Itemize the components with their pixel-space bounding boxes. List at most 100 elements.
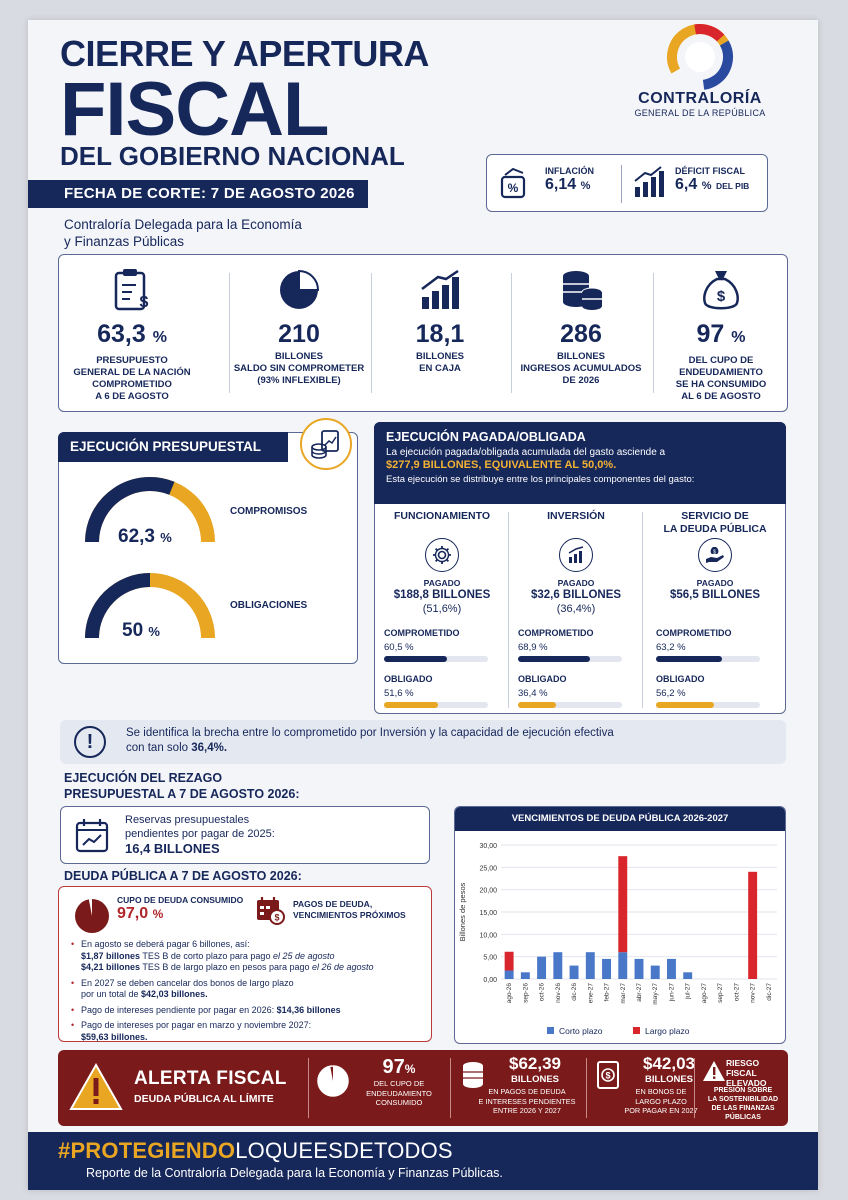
bullet-item: • Pago de intereses por pagar en marzo y … bbox=[71, 1020, 312, 1030]
hashtag-bold: PROTEGIENDO bbox=[70, 1138, 236, 1163]
brecha-line1: Se identifica la brecha entre lo comprom… bbox=[126, 727, 614, 739]
inflation-unit: % bbox=[580, 180, 591, 192]
pagado-value: $32,6 BILLONES bbox=[530, 589, 622, 601]
y-tick-label: 30,00 bbox=[479, 843, 497, 850]
pagado-label: PAGADO bbox=[696, 578, 734, 588]
legend-swatch bbox=[547, 1027, 554, 1034]
footer: #PROTEGIENDOLOQUEESDETODOS Reporte de la… bbox=[28, 1132, 818, 1190]
alerta-label-line: LARGO PLAZO bbox=[635, 1096, 687, 1106]
gauge-obligaciones-label: OBLIGACIONES bbox=[230, 600, 308, 611]
pie-97-icon bbox=[316, 1064, 350, 1103]
comprometido-value: 60,5 % bbox=[384, 642, 414, 653]
date-bar: FECHA DE CORTE: 7 DE AGOSTO 2026 bbox=[28, 180, 368, 208]
obligado-bar-fill bbox=[656, 702, 715, 708]
alerta-label-line: DE LAS FINANZAS bbox=[711, 1105, 775, 1112]
bullet-item: • En 2027 se deben cancelar dos bonos de … bbox=[71, 977, 294, 988]
comprometido-bar bbox=[656, 656, 760, 662]
alerta-label-line: EN PAGOS DE DEUDA bbox=[488, 1087, 566, 1096]
bullet-bold: $42,03 billones. bbox=[141, 989, 208, 999]
column-heading: FUNCIONAMIENTO bbox=[393, 510, 491, 522]
growth-bars-icon bbox=[371, 265, 509, 315]
stat-value: 210 bbox=[278, 320, 320, 348]
pagada-column-deuda: SERVICIO DE LA DEUDA PÚBLICA $ PAGADO $56… bbox=[648, 510, 782, 708]
pie-chart-icon bbox=[229, 265, 369, 315]
y-tick-label: 0,00 bbox=[483, 977, 497, 984]
deuda-bullets: • En agosto se deberá pagar 6 billones, a… bbox=[71, 939, 427, 1043]
pagada-column-funcionamiento: FUNCIONAMIENTO PAGADO $188,8 BILLONES (5… bbox=[380, 510, 504, 708]
bullet-subline: $1,87 billones TES B de corto plazo para… bbox=[71, 951, 427, 963]
gauge-fill bbox=[85, 477, 175, 543]
gear-icon bbox=[425, 538, 459, 572]
x-tick-label: nov-27 bbox=[750, 983, 757, 1003]
stat-unit: % bbox=[152, 329, 167, 346]
debt-maturity-chart: 0,00 5,00 10,00 15,00 20,00 25,00 30,00 Billone… bbox=[458, 843, 777, 1036]
bullet-text: TES B de largo plazo en pesos para pago bbox=[140, 962, 312, 972]
coin-stack-icon bbox=[511, 265, 651, 315]
x-tick-label: sep-27 bbox=[717, 983, 724, 1003]
stat-label-line: ENDEUDAMIENTO bbox=[679, 367, 763, 378]
stat-caja: 18,1 BILLONES EN CAJA bbox=[371, 255, 509, 413]
stat-label-line: PRESUPUESTO bbox=[96, 355, 168, 366]
hashtag[interactable]: #PROTEGIENDOLOQUEESDETODOS bbox=[58, 1138, 453, 1164]
stat-label-line: BILLONES bbox=[556, 351, 606, 362]
alerta-fiscal-band: ALERTA FISCAL DEUDA PÚBLICA AL LÍMITE 97… bbox=[58, 1050, 788, 1126]
svg-text:$: $ bbox=[605, 1071, 610, 1081]
alerta-subtitle: DEUDA PÚBLICA AL LÍMITE bbox=[134, 1093, 274, 1105]
column-divider bbox=[508, 512, 509, 708]
bar bbox=[602, 958, 611, 979]
exclamation-icon: ! bbox=[74, 726, 106, 758]
bar bbox=[667, 958, 676, 979]
brecha-line2: con tan solo bbox=[126, 742, 192, 754]
comprometido-label: COMPROMETIDO bbox=[384, 628, 460, 638]
money-bag-icon: $ bbox=[653, 265, 789, 315]
stat-label-line: BILLONES bbox=[274, 351, 324, 362]
bullet-text: por un total de bbox=[81, 989, 142, 999]
pagos-line2: VENCIMIENTOS PRÓXIMOS bbox=[293, 910, 406, 920]
deficit-unit: % bbox=[701, 180, 712, 192]
hashtag-symbol: # bbox=[58, 1138, 71, 1163]
reservas-box: Reservas presupuestales pendientes por p… bbox=[60, 806, 430, 864]
x-tick-label: ene-27 bbox=[587, 983, 594, 1004]
y-axis-label: Billones de pesos bbox=[458, 882, 467, 941]
gauge-obligaciones-value: 50 bbox=[122, 620, 144, 641]
stat-label-line: SALDO SIN COMPROMETER bbox=[233, 363, 365, 374]
deficit-value: 6,4 bbox=[675, 176, 698, 193]
gauge-compromisos bbox=[85, 477, 215, 543]
x-tick-label: jun-27 bbox=[668, 983, 675, 1002]
y-tick-label: 10,00 bbox=[479, 932, 497, 939]
pagado-value: $188,8 BILLONES bbox=[393, 589, 491, 601]
bullet-bold: $14,36 billones bbox=[276, 1004, 341, 1015]
pagada-line1: La ejecución pagada/obligada acumulada d… bbox=[386, 447, 666, 458]
alerta-s4-title: ELEVADO bbox=[726, 1078, 767, 1088]
warning-triangle-icon bbox=[68, 1062, 124, 1117]
stat-cupo: $ 97 % DEL CUPO DE ENDEUDAMIENTO SE HA CON… bbox=[653, 255, 789, 413]
subtitle-line-1: Contraloría Delegada para la Economía bbox=[64, 217, 302, 232]
alerta-label-line: DEL CUPO DE bbox=[373, 1079, 425, 1088]
stat-value: 18,1 bbox=[415, 320, 465, 348]
column-heading: INVERSIÓN bbox=[547, 510, 605, 522]
gauge-fill bbox=[85, 573, 151, 639]
alerta-label-line: LA SOSTENIBILIDAD bbox=[707, 1096, 779, 1103]
coins-icon bbox=[460, 1060, 486, 1095]
y-tick-label: 25,00 bbox=[479, 865, 497, 872]
brecha-highlight: 36,4%. bbox=[191, 742, 228, 754]
gauge-obligaciones bbox=[85, 573, 215, 639]
comprometido-value: 63,2 % bbox=[656, 642, 686, 653]
chart-up-icon bbox=[559, 538, 593, 572]
svg-text:$: $ bbox=[140, 294, 149, 311]
stat-saldo: 210 BILLONES SALDO SIN COMPROMETER (93% IN… bbox=[229, 255, 369, 413]
debt-chart-panel: VENCIMIENTOS DE DEUDA PÚBLICA 2026-2027 … bbox=[454, 806, 786, 1044]
pagado-percent: (51,6%) bbox=[422, 603, 462, 615]
obligado-value: 51,6 % bbox=[384, 688, 414, 699]
bar bbox=[683, 972, 693, 979]
bullet-item: • En agosto se deberá pagar 6 billones, a… bbox=[71, 939, 250, 949]
pagado-percent bbox=[648, 602, 782, 616]
obligado-value: 56,2 % bbox=[656, 688, 686, 699]
bar bbox=[618, 856, 628, 953]
stat-label-line: BILLONES bbox=[415, 351, 465, 362]
chart-title: VENCIMIENTOS DE DEUDA PÚBLICA 2026-2027 bbox=[455, 807, 785, 831]
y-tick-label: 5,00 bbox=[483, 955, 497, 962]
x-tick-label: sep-26 bbox=[522, 983, 529, 1003]
svg-text:$: $ bbox=[274, 913, 279, 923]
svg-text:$: $ bbox=[717, 288, 726, 305]
